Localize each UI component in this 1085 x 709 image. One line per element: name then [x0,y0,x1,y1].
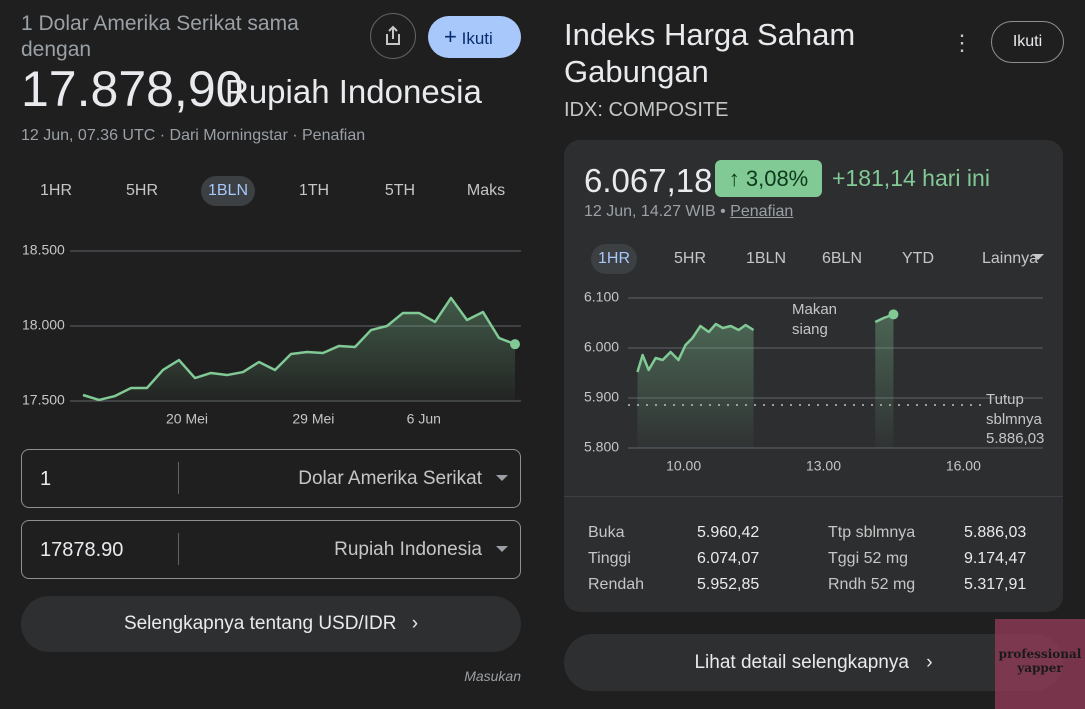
chart: 6.100 6.000 5.900 5.800 10.00 13.00 16.00 [584,289,1043,474]
last-point [510,339,520,350]
previous-close-value: 5.886,03 [986,430,1045,447]
stat-label: Rndh 52 mg [828,576,916,593]
rate: 17.878,90 [21,61,244,117]
stat-value: 5.886,03 [964,524,1027,541]
stat-value: 6.074,07 [697,550,760,567]
follow-label: Ikuti [461,29,493,48]
stat-label: Rendah [588,576,645,593]
tab[interactable]: Lainnya [981,250,1039,267]
stat-label: Tinggi [588,550,631,567]
dropdown-arrow [496,475,508,487]
tab[interactable]: 1BLN [745,250,787,267]
change-pct: 3,08% [745,166,809,191]
stat-label: Tggi 52 mg [828,550,909,567]
change-badge: ↑ 3,08% [715,160,822,197]
y-tick-label: 6.000 [584,339,619,355]
line [82,296,516,402]
tab[interactable]: 1BLN [200,176,256,206]
currency-select[interactable]: Dolar Amerika Serikat [298,468,482,489]
y-tick-label: 18.500 [22,242,65,258]
tab[interactable]: Maks [466,182,506,199]
y-tick-label: 5.800 [584,439,619,455]
stat-label: Buka [588,524,625,541]
change: +181,14 hari ini [832,165,990,191]
dropdown-arrow [496,546,508,558]
meta: 12 Jun, 07.36 UTC · Dari Morningstar · P… [21,127,366,144]
x-tick-label: 16.00 [946,458,981,474]
follow-button[interactable]: Ikuti [991,21,1064,63]
tab[interactable]: YTD [902,250,934,267]
chart: 18.500 18.000 17.500 20 Mei 29 Mei 6 Jun [22,242,521,427]
amount-input[interactable]: 17878.90 Rupiah Indonesia [21,520,521,579]
tab[interactable]: 5TH [384,182,416,199]
x-tick-label: 20 Mei [166,411,208,427]
disclaimer-link[interactable]: Penafian [730,203,794,220]
tab[interactable]: 1TH [298,182,330,199]
title: 1 Dolar Amerika Serikat sama dengan [21,12,299,61]
follow-button[interactable]: + Ikuti [428,16,521,58]
stat-value: 5.952,85 [697,576,760,593]
divider [178,462,179,494]
price: 6.067,18 [584,162,713,199]
y-tick-label: 5.900 [584,389,619,405]
stat-value: 9.174,47 [964,550,1027,567]
x-tick-label: 10.00 [666,458,701,474]
amount-input[interactable]: 1 Dolar Amerika Serikat [21,449,521,508]
amount: 1 [40,468,52,490]
menu-button[interactable]: ⋮ [951,30,973,55]
x-tick-label: 13.00 [806,458,841,474]
title: Indeks Harga Saham Gabungan [564,17,856,89]
share-icon [386,25,400,45]
left-panel: 1 Dolar Amerika Serikat sama dengan + Ik… [0,0,540,709]
last-point [888,309,899,320]
more-button[interactable]: Selengkapnya tentang USD/IDR › [21,596,521,652]
more-label: Lihat detail selengkapnya [694,652,909,673]
more-label: Selengkapnya tentang USD/IDR [123,613,397,634]
ticker: IDX: COMPOSITE [564,99,729,121]
y-tick-label: 18.000 [22,317,65,333]
tab[interactable]: 1HR [39,182,73,199]
annotation: Makan siang [792,301,838,338]
share-button[interactable] [370,13,416,59]
right-panel: Indeks Harga Saham Gabungan ⋮ Ikuti IDX:… [548,0,1085,709]
y-tick-label: 6.100 [584,289,619,305]
currency: Rupiah Indonesia [225,73,482,110]
area [637,324,754,448]
x-tick-label: 6 Jun [407,411,441,427]
stat-value: 5.960,42 [697,524,760,541]
stat-label: Ttp sblmnya [828,524,916,541]
tab[interactable]: 5HR [673,250,707,267]
stat-value: 5.317,91 [964,576,1027,593]
tab[interactable]: 6BLN [821,250,863,267]
x-tick-label: 29 Mei [292,411,334,427]
dropdown-arrow [1032,254,1044,266]
watermark: professional yapper [995,619,1085,709]
feedback-link[interactable]: Masukan [464,668,521,684]
divider [564,496,1063,497]
tab[interactable]: 5HR [125,182,159,199]
area [875,314,894,448]
meta: 12 Jun, 14.27 WIB [584,203,716,220]
more-button[interactable]: Lihat detail selengkapnya › [564,634,1063,691]
divider [178,533,179,565]
currency-select[interactable]: Rupiah Indonesia [334,539,482,560]
amount: 17878.90 [40,539,124,561]
tab[interactable]: 1HR [590,244,638,274]
previous-close-label: Tutup sblmnya [986,391,1042,428]
y-tick-label: 17.500 [22,392,65,408]
